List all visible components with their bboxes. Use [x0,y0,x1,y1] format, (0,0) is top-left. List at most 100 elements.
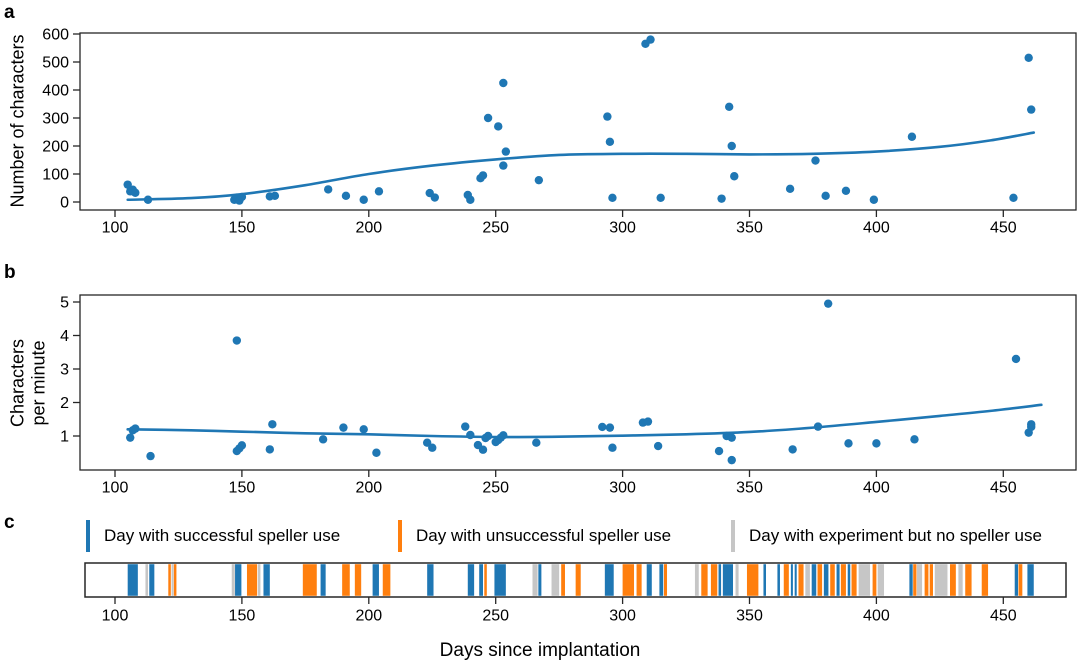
event-successful [659,564,664,596]
event-successful [320,564,326,596]
svg-text:200: 200 [42,139,69,156]
event-unsuccessful [636,564,642,596]
svg-text:1: 1 [60,429,69,446]
event-successful [263,564,270,596]
svg-text:100: 100 [102,479,129,496]
svg-text:100: 100 [42,167,69,184]
legend-label-no-speller: Day with experiment but no speller use [749,526,1042,545]
legend-label-unsuccessful: Day with unsuccessful speller use [416,526,672,545]
event-successful [777,564,780,596]
svg-text:4: 4 [60,328,69,345]
panel-b-letter: b [4,262,16,283]
event-successful [763,564,766,596]
event-no_speller [551,564,560,596]
event-unsuccessful [746,564,759,596]
svg-text:450: 450 [990,219,1017,236]
legend-item-unsuccessful: Day with unsuccessful speller use [398,519,671,553]
event-successful [794,564,797,596]
event-no_speller [877,564,885,596]
event-unsuccessful [168,564,171,596]
svg-text:150: 150 [229,607,256,624]
unsuccessful-day-swatch [398,520,402,552]
event-no_speller [917,564,923,596]
event-unsuccessful [663,564,668,596]
event-unsuccessful [354,564,362,596]
event-unsuccessful [561,564,565,596]
event-successful [127,564,138,596]
svg-text:200: 200 [355,219,382,236]
svg-text:350: 350 [736,607,763,624]
event-successful [372,564,379,596]
event-unsuccessful [798,564,804,596]
event-unsuccessful [965,564,972,596]
event-unsuccessful [382,564,391,596]
panel-c-timeline: 100 150 200 250 300 350 400 450 [84,562,1067,624]
svg-text:300: 300 [609,479,636,496]
event-unsuccessful [342,564,350,596]
svg-text:250: 250 [482,479,509,496]
event-unsuccessful [872,564,877,596]
panel-a-plot [79,32,1077,211]
svg-text:450: 450 [990,479,1017,496]
event-no_speller [257,564,261,596]
event-no_speller [934,564,948,596]
legend-item-successful: Day with successful speller use [86,519,340,553]
event-no_speller [958,564,963,596]
event-no_speller [858,564,871,596]
event-unsuccessful [246,564,258,596]
event-unsuccessful [929,564,933,596]
svg-text:450: 450 [990,607,1017,624]
panel-a-trend-line [126,131,1036,202]
event-unsuccessful [950,564,956,596]
event-successful [494,564,506,596]
svg-text:100: 100 [102,607,129,624]
event-successful [823,564,829,596]
svg-text:2: 2 [60,395,69,412]
event-successful [467,564,475,596]
svg-text:150: 150 [229,479,256,496]
event-successful [646,564,652,596]
event-unsuccessful [830,564,835,596]
successful-day-swatch [86,520,90,552]
event-no_speller [735,564,739,596]
svg-text:0: 0 [60,195,69,212]
panel-b-plot [79,294,1077,471]
event-successful [836,564,840,596]
x-axis-label: Days since implantation [439,640,641,661]
event-no_speller [532,564,538,596]
event-successful [790,564,793,596]
panel-a-points [123,35,1036,205]
svg-text:250: 250 [482,607,509,624]
event-unsuccessful [173,564,177,596]
svg-text:150: 150 [229,219,256,236]
event-successful [722,564,734,596]
event-unsuccessful [840,564,846,596]
legend-item-no-speller: Day with experiment but no speller use [731,519,1042,553]
event-unsuccessful [701,564,708,596]
panel-a-letter: a [4,2,15,23]
event-successful [235,564,242,596]
svg-text:300: 300 [42,111,69,128]
event-unsuccessful [851,564,857,596]
svg-text:300: 300 [609,607,636,624]
svg-text:350: 350 [736,219,763,236]
panel-c-events [127,564,1034,596]
event-unsuccessful [710,564,718,596]
event-successful [718,564,722,596]
event-successful [149,564,155,596]
event-no_speller [171,564,174,596]
event-successful [479,564,484,596]
event-no_speller [145,564,148,596]
event-no_speller [694,564,699,596]
event-successful [604,564,614,596]
panel-b-ticks: 100 150 200 250 300 350 400 450 1 2 3 4 5 [60,295,1017,497]
event-unsuccessful [783,564,789,596]
event-successful [427,564,434,596]
event-unsuccessful [575,564,581,596]
event-unsuccessful [302,564,317,596]
svg-text:400: 400 [863,479,890,496]
panel-a-y-axis-label: Number of characters [7,34,28,208]
panel-b-trend-line [126,403,1043,439]
